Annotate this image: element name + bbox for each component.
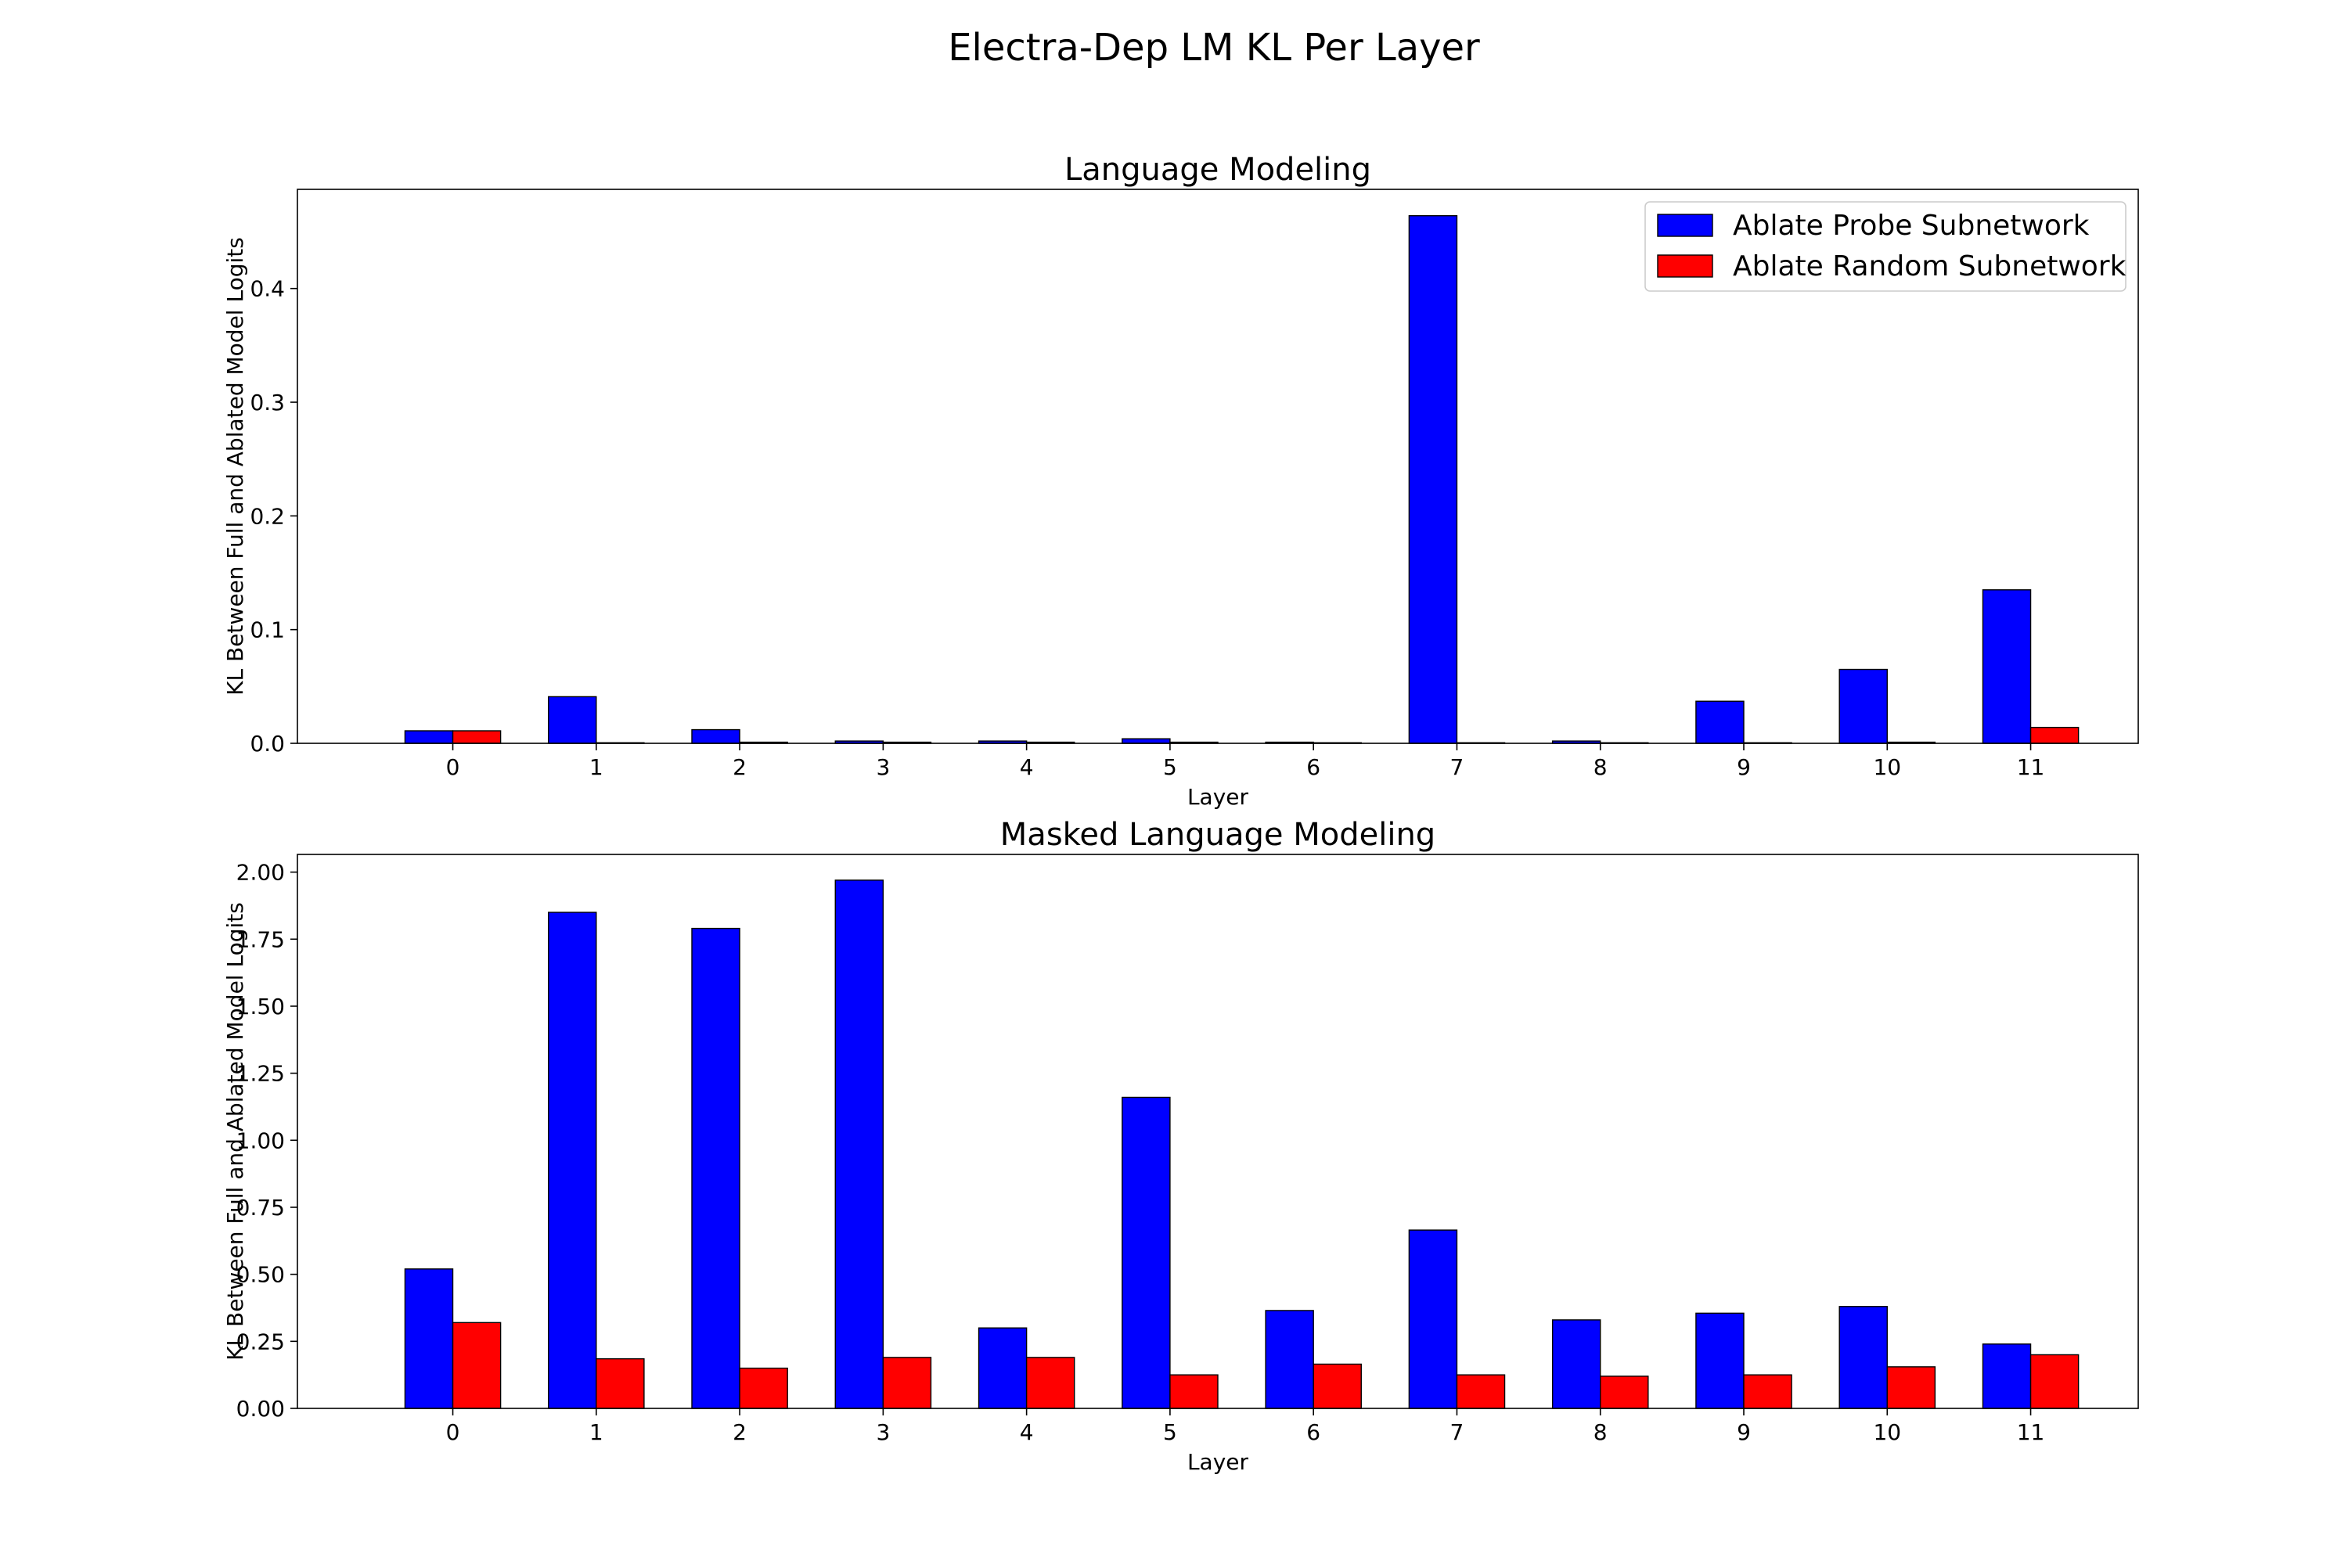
bar-ablate-probe-subnetwork-layer-7 bbox=[1408, 215, 1458, 744]
bar-ablate-random-subnetwork-layer-3 bbox=[882, 1357, 932, 1409]
x-tick-label: 5 bbox=[1163, 754, 1177, 780]
bar-ablate-probe-subnetwork-layer-1 bbox=[548, 912, 597, 1409]
x-axis-label: Layer bbox=[1187, 784, 1249, 810]
x-tick-label: 0 bbox=[446, 754, 460, 780]
bar-ablate-probe-subnetwork-layer-5 bbox=[1122, 1096, 1171, 1409]
y-tick-label: 2.00 bbox=[236, 860, 285, 886]
bar-ablate-random-subnetwork-layer-8 bbox=[1600, 1376, 1649, 1409]
bar-ablate-probe-subnetwork-layer-7 bbox=[1408, 1229, 1458, 1409]
x-tick-label: 5 bbox=[1163, 1419, 1177, 1445]
y-tick-label: 0.2 bbox=[250, 503, 285, 529]
x-tick-label: 4 bbox=[1020, 754, 1034, 780]
bar-ablate-random-subnetwork-layer-5 bbox=[1169, 1374, 1219, 1409]
bar-ablate-probe-subnetwork-layer-3 bbox=[834, 879, 884, 1409]
bar-ablate-random-subnetwork-layer-7 bbox=[1456, 1374, 1506, 1409]
y-tick-label: 1.50 bbox=[236, 994, 285, 1020]
x-tick-label: 4 bbox=[1020, 1419, 1034, 1445]
bar-ablate-random-subnetwork-layer-9 bbox=[1743, 1374, 1792, 1409]
x-tick-label: 9 bbox=[1737, 1419, 1751, 1445]
x-tick-label: 11 bbox=[2017, 754, 2045, 780]
x-tick-label: 7 bbox=[1450, 754, 1464, 780]
bar-ablate-random-subnetwork-layer-4 bbox=[1025, 1357, 1075, 1409]
bar-ablate-probe-subnetwork-layer-0 bbox=[404, 730, 454, 744]
axes-frame bbox=[297, 189, 2139, 744]
y-tick-label: 1.00 bbox=[236, 1127, 285, 1153]
y-axis-label: KL Between Full and Ablated Model Logits bbox=[222, 902, 248, 1361]
x-tick-label: 1 bbox=[589, 754, 603, 780]
bar-ablate-probe-subnetwork-layer-9 bbox=[1695, 700, 1745, 744]
bar-ablate-probe-subnetwork-layer-0 bbox=[404, 1268, 454, 1409]
x-tick-label: 6 bbox=[1306, 754, 1320, 780]
y-axis-label: KL Between Full and Ablated Model Logits bbox=[222, 237, 248, 696]
bar-ablate-probe-subnetwork-layer-5 bbox=[1122, 738, 1171, 744]
bar-ablate-random-subnetwork-layer-0 bbox=[452, 1322, 502, 1409]
x-tick-label: 0 bbox=[446, 1419, 460, 1445]
y-tick-label: 0.1 bbox=[250, 617, 285, 643]
y-tick-label: 0.25 bbox=[236, 1329, 285, 1354]
bar-ablate-probe-subnetwork-layer-4 bbox=[978, 1327, 1028, 1409]
bar-ablate-random-subnetwork-layer-11 bbox=[2029, 1354, 2080, 1409]
legend-label-ablate-probe-subnetwork: Ablate Probe Subnetwork bbox=[1733, 210, 2090, 242]
subplot-title: Language Modeling bbox=[1064, 152, 1371, 188]
y-tick-label: 0.00 bbox=[236, 1396, 285, 1422]
y-tick-label: 1.25 bbox=[236, 1061, 285, 1087]
x-tick-label: 10 bbox=[1873, 1419, 1901, 1445]
axes-frame bbox=[297, 854, 2139, 1409]
x-tick-label: 3 bbox=[876, 754, 890, 780]
bar-ablate-random-subnetwork-layer-10 bbox=[1886, 1366, 1936, 1409]
y-tick-label: 0.0 bbox=[250, 731, 285, 757]
x-tick-label: 3 bbox=[876, 1419, 890, 1445]
x-tick-label: 10 bbox=[1873, 754, 1901, 780]
legend: Ablate Probe Subnetwork Ablate Random Sub… bbox=[1644, 201, 2127, 292]
y-tick-label: 0.4 bbox=[250, 276, 285, 302]
y-tick-label: 1.75 bbox=[236, 926, 285, 952]
y-tick-label: 0.75 bbox=[236, 1195, 285, 1221]
legend-swatch-ablate-random-subnetwork bbox=[1657, 254, 1713, 278]
subplot-title: Masked Language Modeling bbox=[1000, 817, 1435, 853]
x-tick-label: 8 bbox=[1594, 754, 1608, 780]
bar-ablate-probe-subnetwork-layer-2 bbox=[691, 728, 740, 744]
x-tick-label: 2 bbox=[733, 1419, 747, 1445]
bar-ablate-probe-subnetwork-layer-8 bbox=[1551, 1319, 1601, 1409]
x-tick-label: 2 bbox=[733, 754, 747, 780]
bar-ablate-random-subnetwork-layer-1 bbox=[596, 1358, 645, 1409]
x-tick-label: 7 bbox=[1450, 1419, 1464, 1445]
bar-ablate-random-subnetwork-layer-0 bbox=[452, 730, 502, 744]
bar-ablate-probe-subnetwork-layer-1 bbox=[548, 696, 597, 744]
y-tick-label: 0.50 bbox=[236, 1262, 285, 1288]
chart-masked-language-modeling: Masked Language Modeling 0 1 2 3 4 5 6 7 8 9 10 11 0.… bbox=[222, 817, 2139, 1475]
x-tick-label: 1 bbox=[589, 1419, 603, 1445]
figure-suptitle: Electra-Dep LM KL Per Layer bbox=[948, 26, 1480, 70]
x-tick-label: 9 bbox=[1737, 754, 1751, 780]
x-tick-label: 11 bbox=[2017, 1419, 2045, 1445]
bar-ablate-probe-subnetwork-layer-11 bbox=[1982, 1343, 2032, 1409]
x-axis-label: Layer bbox=[1187, 1449, 1249, 1475]
bar-ablate-random-subnetwork-layer-6 bbox=[1313, 1363, 1362, 1409]
x-tick-label: 8 bbox=[1594, 1419, 1608, 1445]
bar-ablate-probe-subnetwork-layer-10 bbox=[1838, 668, 1888, 744]
legend-box bbox=[1644, 201, 2127, 292]
legend-label-ablate-random-subnetwork: Ablate Random Subnetwork bbox=[1733, 250, 2127, 282]
bar-ablate-random-subnetwork-layer-11 bbox=[2029, 726, 2080, 744]
legend-swatch-ablate-probe-subnetwork bbox=[1657, 214, 1713, 237]
x-tick-label: 6 bbox=[1306, 1419, 1320, 1445]
bar-ablate-probe-subnetwork-layer-10 bbox=[1838, 1306, 1888, 1409]
y-tick-label: 0.3 bbox=[250, 390, 285, 415]
bar-ablate-probe-subnetwork-layer-6 bbox=[1265, 1310, 1314, 1409]
chart-language-modeling: Language Modeling 0 1 2 3 4 5 6 7 8 9 10 11 0.0 0.1 0.2… bbox=[222, 152, 2139, 810]
bar-ablate-random-subnetwork-layer-2 bbox=[739, 1367, 788, 1409]
bar-ablate-probe-subnetwork-layer-2 bbox=[691, 927, 740, 1409]
bar-ablate-probe-subnetwork-layer-11 bbox=[1982, 589, 2032, 744]
bar-ablate-probe-subnetwork-layer-9 bbox=[1695, 1312, 1745, 1409]
